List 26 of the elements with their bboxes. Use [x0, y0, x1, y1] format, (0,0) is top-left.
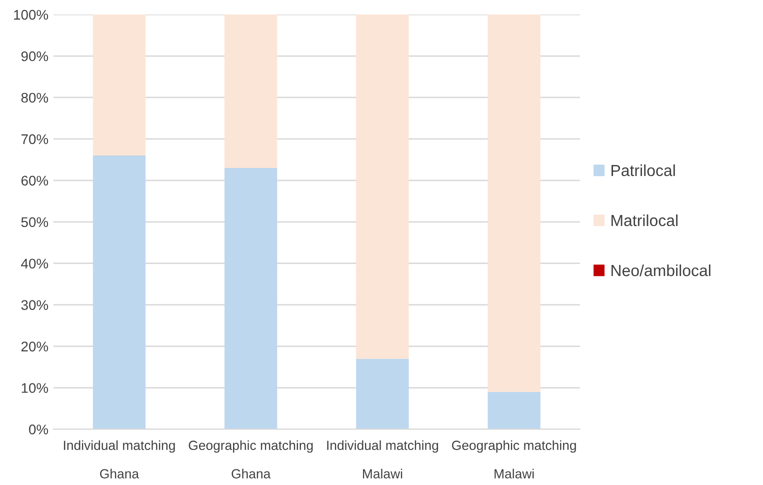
bar [224, 14, 278, 168]
bar [356, 358, 409, 430]
legend-label: Matrilocal [612, 214, 678, 226]
y-tick-label: 100% [14, 10, 48, 20]
y-tick-label: 70% [21, 134, 48, 144]
bar [356, 14, 409, 359]
y-tick-label: 60% [21, 176, 48, 186]
y-tick-label: 10% [22, 383, 48, 393]
y-tick-label: 50% [21, 217, 48, 228]
bar [488, 14, 540, 392]
y-tick-label: 20% [21, 342, 48, 352]
y-tick-label: 40% [21, 258, 48, 269]
y-tick-label: 90% [21, 51, 48, 62]
category-label: Geographic matching Ghana [188, 440, 313, 478]
bar [488, 392, 540, 430]
y-tick-label: 30% [21, 300, 48, 310]
bar [92, 14, 146, 156]
legend-label: Patrilocal [612, 164, 675, 176]
category-label: Individual matching Malawi [327, 440, 438, 478]
y-tick-label: 80% [21, 92, 48, 103]
y-tick-label: 0% [29, 424, 48, 434]
legend-label: Neo/ambilocal [612, 264, 710, 276]
bar [224, 168, 278, 430]
category-label: Individual matching Ghana [64, 440, 175, 478]
bar [92, 156, 146, 430]
category-label: Geographic matching Malawi [452, 440, 576, 478]
